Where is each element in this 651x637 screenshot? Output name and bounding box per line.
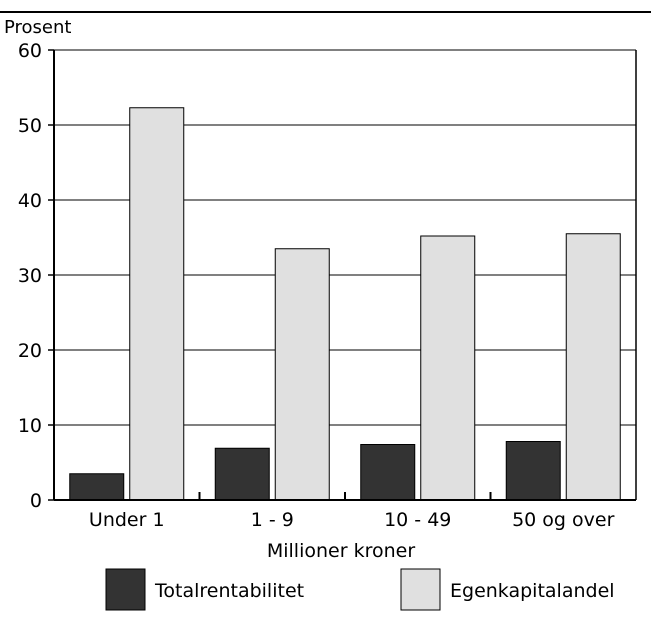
bar-egenkapitalandel-2 — [420, 235, 476, 501]
x-tick-label: 50 og over — [512, 509, 614, 531]
y-tick-label: 60 — [18, 40, 42, 62]
bar-totalrentabilitet-2 — [360, 444, 416, 501]
y-tick-label: 0 — [30, 490, 42, 512]
y-tick-label: 30 — [18, 265, 42, 287]
x-tick-label: 1 - 9 — [251, 509, 294, 531]
bar-egenkapitalandel-3 — [565, 233, 621, 501]
bar-egenkapitalandel-0 — [129, 107, 185, 501]
legend-label: Egenkapitalandel — [450, 580, 615, 602]
bar-egenkapitalandel-1 — [274, 248, 330, 501]
legend: Totalrentabilitet Egenkapitalandel — [105, 568, 615, 611]
bar-totalrentabilitet-3 — [505, 441, 561, 501]
x-tick-label: 10 - 49 — [384, 509, 451, 531]
x-axis-label: Millioner kroner — [267, 540, 415, 562]
x-axis-ticks: Under 1 1 - 9 10 - 49 50 og over — [89, 492, 615, 531]
legend-swatch — [105, 568, 146, 611]
y-axis-ticks: 0 10 20 30 40 50 60 — [18, 40, 54, 512]
y-tick-label: 10 — [18, 415, 42, 437]
y-tick-label: 20 — [18, 340, 42, 362]
y-axis-unit-label: Prosent — [4, 17, 71, 38]
legend-label: Totalrentabilitet — [154, 580, 304, 602]
x-tick-label: Under 1 — [89, 509, 165, 531]
y-tick-label: 50 — [18, 115, 42, 137]
bars — [69, 107, 621, 501]
bar-totalrentabilitet-1 — [214, 447, 270, 501]
y-tick-label: 40 — [18, 190, 42, 212]
legend-swatch — [400, 568, 441, 611]
bar-totalrentabilitet-0 — [69, 473, 125, 501]
